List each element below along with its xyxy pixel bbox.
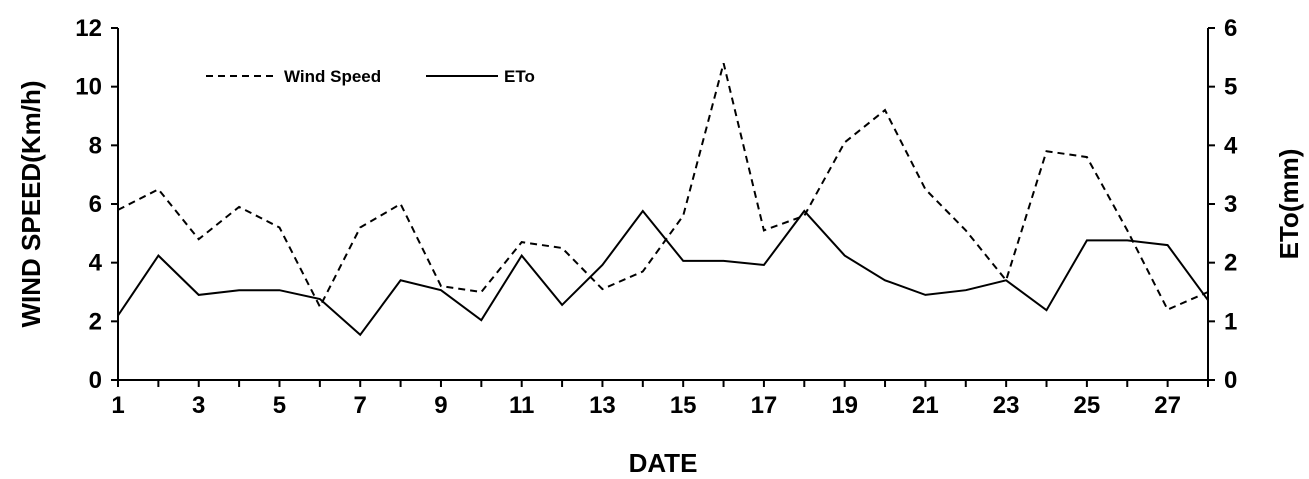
y-tick-label: 8 <box>89 132 102 159</box>
y-axis-title: WIND SPEED(Km/h) <box>16 81 46 328</box>
legend-label-wind-speed: Wind Speed <box>284 67 381 86</box>
x-tick-label: 13 <box>589 392 616 419</box>
y2-tick-label: 5 <box>1224 74 1237 101</box>
y-tick-label: 6 <box>89 191 102 218</box>
y2-tick-label: 3 <box>1224 191 1237 218</box>
y2-tick-label: 4 <box>1224 132 1238 159</box>
y2-tick-label: 0 <box>1224 367 1237 394</box>
x-tick-label: 15 <box>670 392 697 419</box>
x-tick-label: 7 <box>354 392 367 419</box>
y-tick-label: 10 <box>75 74 102 101</box>
y-tick-label: 12 <box>75 15 102 42</box>
series-line-eto <box>117 209 1209 337</box>
axes <box>117 28 1209 381</box>
x-tick-label: 21 <box>912 392 939 419</box>
legend-label-eto: ETo <box>504 67 535 86</box>
x-tick-label: 5 <box>273 392 286 419</box>
x-tick-label: 25 <box>1074 392 1101 419</box>
y-tick-label: 2 <box>89 308 102 335</box>
x-tick-label: 3 <box>192 392 205 419</box>
series-lines <box>117 62 1209 337</box>
x-tick-label: 9 <box>434 392 447 419</box>
y-tick-label: 0 <box>89 367 102 394</box>
y-tick-label: 4 <box>89 250 103 277</box>
x-tick-label: 27 <box>1154 392 1181 419</box>
x-tick-label: 23 <box>993 392 1020 419</box>
x-axis-title: DATE <box>629 448 698 478</box>
y2-tick-label: 6 <box>1224 15 1237 42</box>
legend: Wind Speed ETo <box>206 67 535 86</box>
y2-tick-label: 1 <box>1224 308 1237 335</box>
x-tick-label: 19 <box>831 392 858 419</box>
x-tick-label: 1 <box>111 392 124 419</box>
y2-axis-title: ETo(mm) <box>1274 149 1304 260</box>
y2-tick-label: 2 <box>1224 250 1237 277</box>
x-tick-label: 17 <box>751 392 778 419</box>
x-tick-label: 11 <box>509 392 534 419</box>
series-line-wind-speed <box>117 62 1209 311</box>
